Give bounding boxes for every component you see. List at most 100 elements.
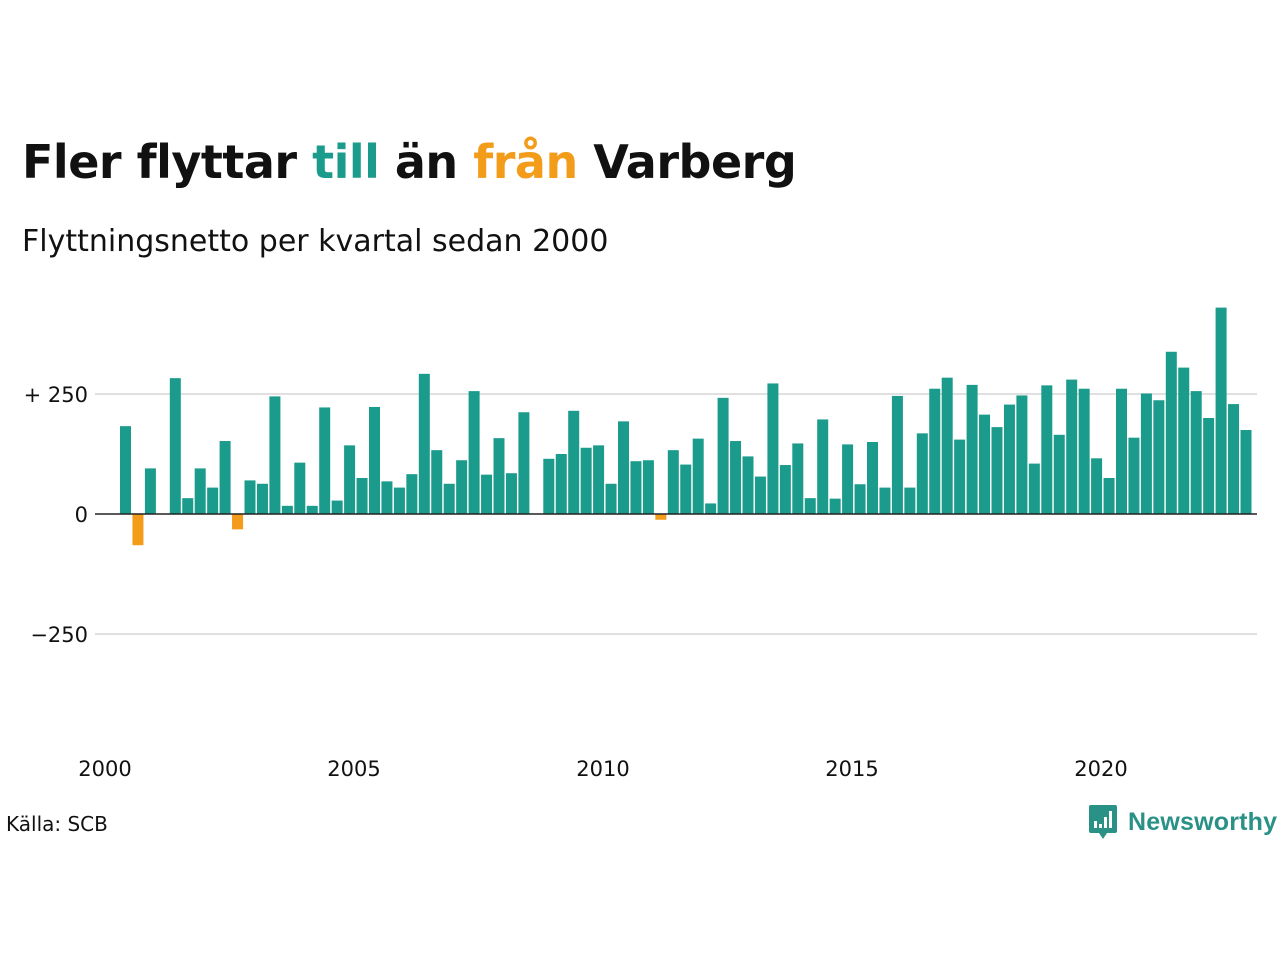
bar (891, 395, 903, 514)
bar (941, 377, 953, 514)
bar (580, 447, 592, 514)
bar (431, 450, 443, 514)
chart-subtitle: Flyttningsnetto per kvartal sedan 2000 (22, 224, 609, 259)
bar (555, 454, 567, 514)
y-tick-label: −250 (30, 623, 88, 647)
bar (406, 474, 418, 514)
bar (543, 458, 555, 514)
logo-text: Newsworthy (1128, 807, 1278, 836)
bar (493, 438, 505, 514)
bar (518, 412, 530, 514)
bar (767, 383, 779, 514)
chart-title: Fler flyttar till än från Varberg (22, 132, 797, 192)
bar (593, 445, 605, 514)
bar (418, 373, 430, 514)
bar (779, 465, 791, 514)
bar (244, 480, 256, 514)
x-tick-label: 2020 (1074, 757, 1127, 781)
bar (381, 481, 393, 514)
bar (505, 473, 517, 514)
bar (692, 438, 704, 514)
bar (1240, 430, 1252, 514)
x-tick-label: 2015 (825, 757, 878, 781)
x-tick-label: 2010 (576, 757, 629, 781)
bar (281, 505, 293, 514)
bar (1016, 395, 1028, 514)
source-label: Källa: SCB (6, 812, 108, 836)
bar (867, 442, 878, 514)
bar (630, 461, 642, 514)
bar (1053, 434, 1065, 514)
bar (979, 414, 991, 514)
bar (829, 498, 841, 514)
bar (842, 444, 854, 514)
bar (1091, 458, 1103, 514)
bar (991, 427, 1003, 514)
bar (331, 500, 343, 514)
bar (817, 419, 829, 514)
bar (319, 407, 331, 514)
bar (1128, 437, 1140, 514)
bar (1078, 388, 1090, 514)
bar (132, 514, 144, 546)
bar (916, 433, 928, 514)
bar (232, 514, 244, 530)
title-part-1: Fler flyttar (22, 135, 313, 189)
bar (742, 456, 754, 514)
bar (219, 441, 231, 514)
bar (1165, 351, 1177, 514)
bar (1203, 418, 1215, 514)
bar (1066, 379, 1078, 514)
bar (730, 441, 742, 514)
bar (954, 439, 966, 514)
bar (904, 487, 916, 514)
bar (256, 483, 268, 514)
bar (717, 397, 729, 514)
bar (456, 460, 468, 514)
bar (294, 462, 306, 514)
bar (854, 484, 866, 514)
y-tick-label: + 250 (24, 383, 88, 407)
x-tick-label: 2005 (327, 757, 380, 781)
bar (705, 503, 717, 514)
newsworthy-chat-bars-icon (1089, 805, 1117, 839)
bar (468, 391, 480, 514)
title-part-5: Varberg (577, 135, 797, 189)
title-part-3: än (379, 135, 474, 189)
bar (393, 487, 405, 514)
title-word-till: till (312, 135, 380, 189)
bar (1178, 367, 1190, 514)
bar (120, 426, 131, 514)
bar (306, 505, 318, 514)
bar (879, 487, 891, 514)
bar (1103, 478, 1115, 514)
title-word-fran: från (473, 135, 578, 189)
bar (269, 396, 281, 514)
bar (1041, 385, 1053, 514)
bar (667, 450, 679, 514)
bar (443, 483, 455, 514)
bar (1153, 400, 1165, 514)
bar (680, 464, 692, 514)
bar (929, 388, 941, 514)
bar (194, 468, 206, 514)
bar (804, 498, 816, 514)
bar (182, 498, 194, 514)
bar (481, 474, 493, 514)
bar (792, 443, 804, 514)
x-tick-label: 2000 (78, 757, 131, 781)
bar (356, 478, 368, 514)
y-tick-label: 0 (75, 503, 88, 527)
bar (344, 445, 356, 514)
bar (1028, 463, 1040, 514)
bar (207, 487, 219, 514)
bar (369, 406, 380, 514)
newsworthy-logo: Newsworthy (1088, 803, 1277, 841)
bar (754, 476, 766, 514)
bar (1228, 404, 1240, 514)
bar (1190, 391, 1202, 514)
bar (966, 384, 978, 514)
bar (144, 468, 156, 514)
bar (568, 410, 580, 514)
bar (605, 483, 617, 514)
